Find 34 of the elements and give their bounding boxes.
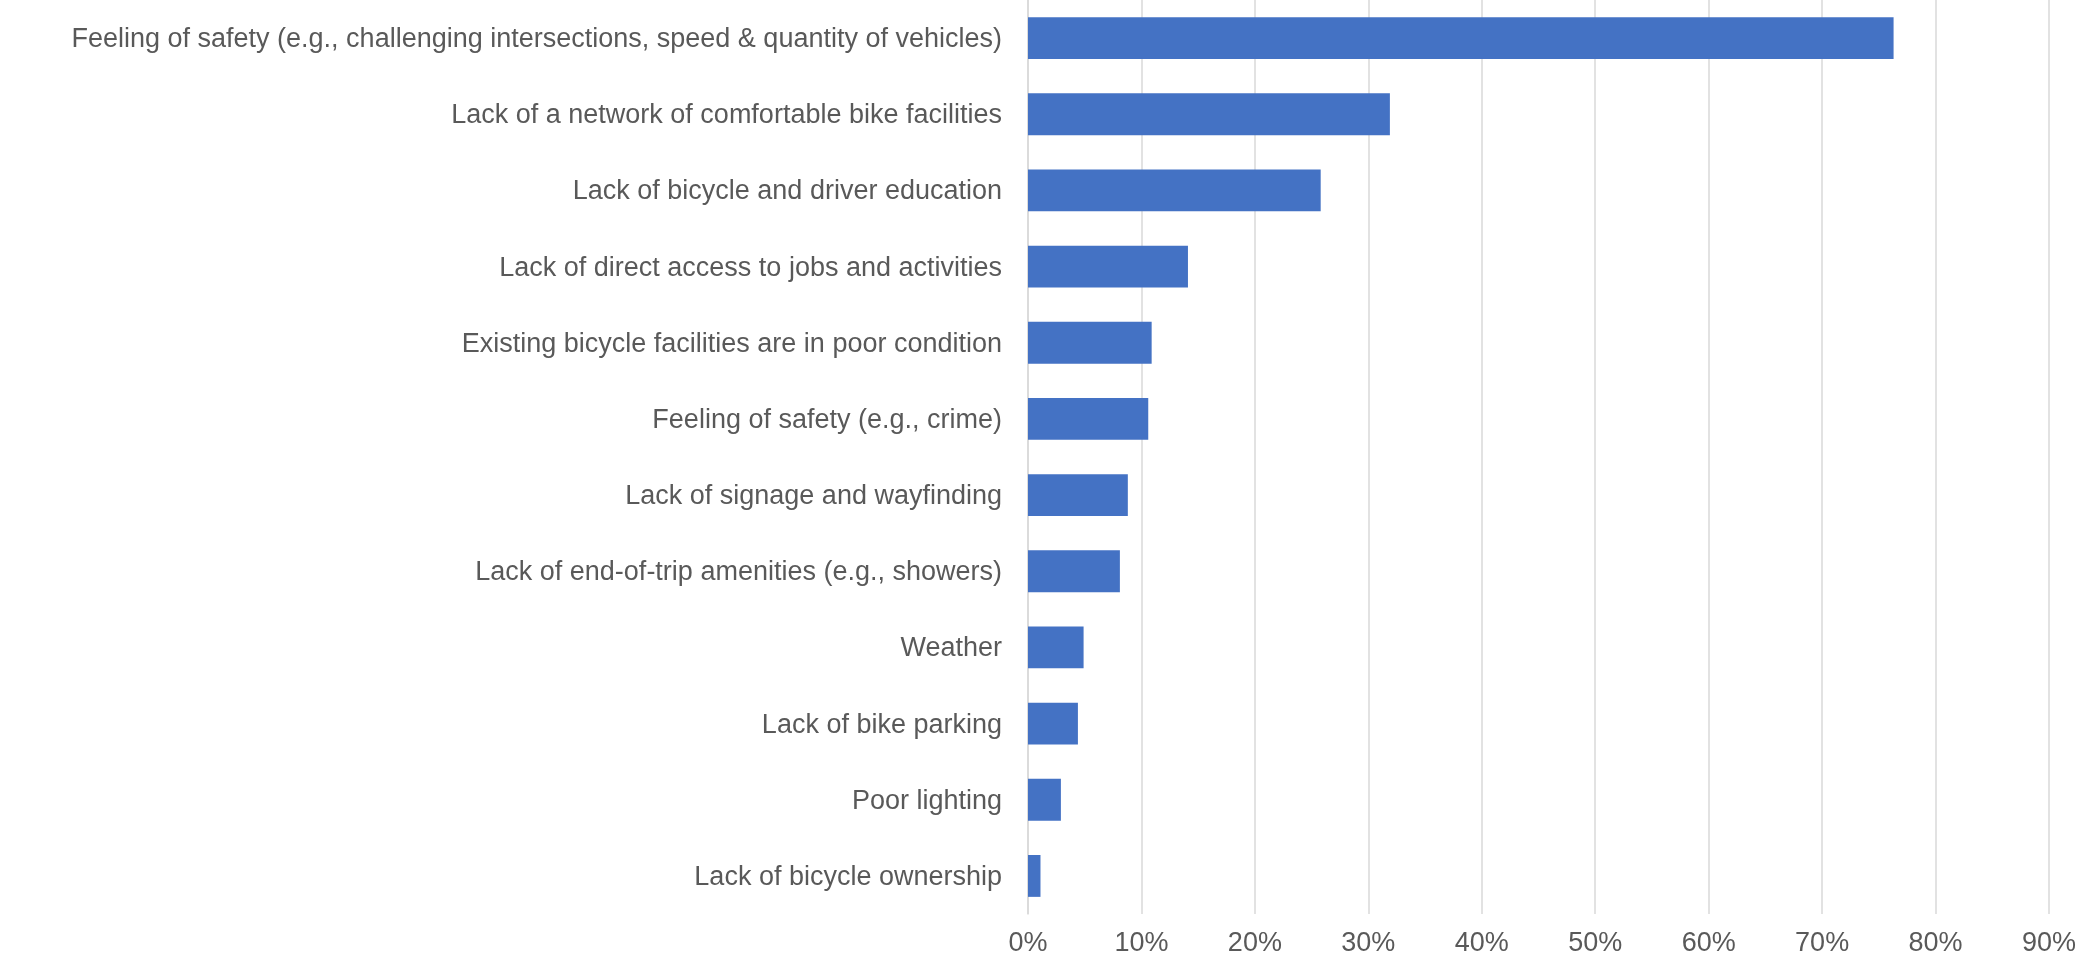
x-tick-label: 0%: [1008, 926, 1048, 957]
x-tick-label: 60%: [1681, 926, 1736, 957]
bar: [1028, 702, 1078, 745]
y-tick-label: Lack of bicycle and driver education: [572, 175, 1002, 206]
bar: [1028, 550, 1120, 593]
x-tick-label: 40%: [1454, 926, 1509, 957]
bar: [1028, 17, 1894, 60]
y-tick-label: Weather: [900, 632, 1002, 663]
y-tick-label: Lack of a network of comfortable bike facilities: [451, 99, 1002, 130]
bar: [1028, 778, 1061, 821]
y-tick-label: Existing bicycle facilities are in poor condition: [461, 327, 1002, 358]
bar: [1028, 474, 1128, 517]
bar: [1028, 854, 1041, 897]
y-tick-label: Lack of bike parking: [761, 708, 1002, 739]
bar: [1028, 626, 1084, 669]
bar: [1028, 321, 1152, 364]
y-tick-label: Poor lighting: [851, 784, 1002, 815]
y-tick-label: Lack of signage and wayfinding: [625, 480, 1002, 511]
x-tick-label: 50%: [1568, 926, 1623, 957]
y-tick-label: Lack of bicycle ownership: [694, 860, 1002, 891]
bar: [1028, 93, 1390, 136]
x-tick-label: 10%: [1114, 926, 1169, 957]
x-tick-label: 80%: [1908, 926, 1963, 957]
bar: [1028, 397, 1149, 440]
bar: [1028, 169, 1321, 212]
x-tick-label: 30%: [1341, 926, 1396, 957]
bar: [1028, 245, 1188, 288]
x-tick-label: 20%: [1227, 926, 1282, 957]
y-tick-label: Lack of direct access to jobs and activities: [499, 251, 1002, 282]
x-tick-label: 90%: [2021, 926, 2077, 957]
y-tick-label: Feeling of safety (e.g., crime): [652, 403, 1002, 434]
y-tick-label: Lack of end-of-trip amenities (e.g., showers): [475, 556, 1002, 587]
x-tick-label: 70%: [1795, 926, 1850, 957]
y-tick-label: Feeling of safety (e.g., challenging intersections, speed & quantity of vehicles): [71, 23, 1002, 54]
